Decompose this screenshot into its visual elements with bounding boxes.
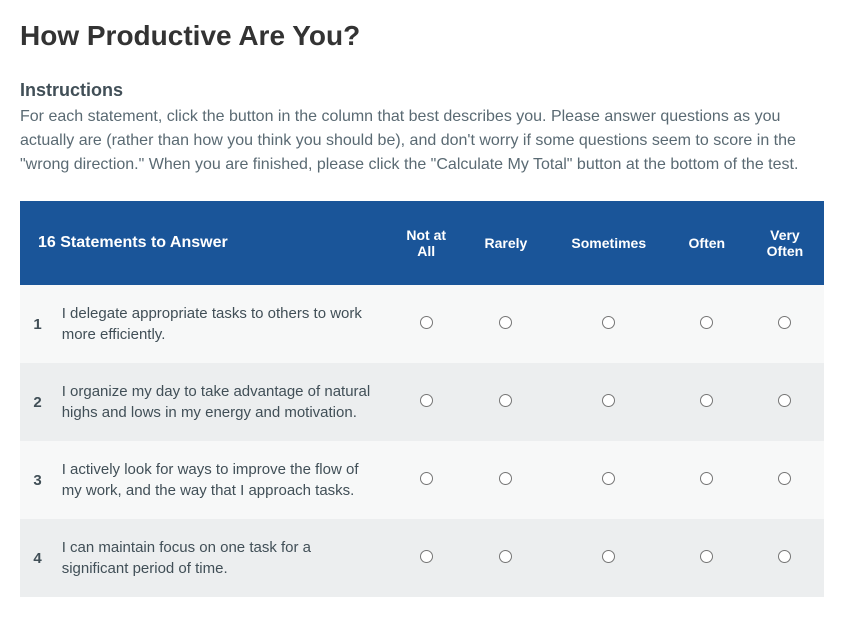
radio-q3-not-at-all[interactable]: [420, 472, 433, 485]
table-row: 1 I delegate appropriate tasks to others…: [20, 285, 824, 363]
radio-q1-rarely[interactable]: [499, 316, 512, 329]
option-header-often: Often: [668, 201, 746, 285]
row-number: 1: [20, 285, 52, 363]
radio-q3-sometimes[interactable]: [602, 472, 615, 485]
statements-header: 16 Statements to Answer: [20, 201, 390, 285]
radio-q4-very-often[interactable]: [778, 550, 791, 563]
row-number: 4: [20, 519, 52, 597]
radio-q4-sometimes[interactable]: [602, 550, 615, 563]
radio-q2-very-often[interactable]: [778, 394, 791, 407]
radio-q3-rarely[interactable]: [499, 472, 512, 485]
quiz-header-row: 16 Statements to Answer Not at All Rarel…: [20, 201, 824, 285]
radio-q4-often[interactable]: [700, 550, 713, 563]
statement-text: I actively look for ways to improve the …: [52, 441, 391, 519]
radio-q1-very-often[interactable]: [778, 316, 791, 329]
option-header-sometimes: Sometimes: [550, 201, 668, 285]
radio-q4-not-at-all[interactable]: [420, 550, 433, 563]
table-row: 2 I organize my day to take advantage of…: [20, 363, 824, 441]
table-row: 3 I actively look for ways to improve th…: [20, 441, 824, 519]
statement-text: I can maintain focus on one task for a s…: [52, 519, 391, 597]
option-header-not-at-all: Not at All: [390, 201, 462, 285]
table-row: 4 I can maintain focus on one task for a…: [20, 519, 824, 597]
radio-q2-rarely[interactable]: [499, 394, 512, 407]
page-title: How Productive Are You?: [20, 20, 824, 52]
radio-q2-often[interactable]: [700, 394, 713, 407]
statement-text: I organize my day to take advantage of n…: [52, 363, 391, 441]
quiz-table: 16 Statements to Answer Not at All Rarel…: [20, 201, 824, 597]
radio-q3-often[interactable]: [700, 472, 713, 485]
radio-q2-not-at-all[interactable]: [420, 394, 433, 407]
row-number: 2: [20, 363, 52, 441]
row-number: 3: [20, 441, 52, 519]
radio-q2-sometimes[interactable]: [602, 394, 615, 407]
statement-text: I delegate appropriate tasks to others t…: [52, 285, 391, 363]
option-header-very-often: Very Often: [746, 201, 824, 285]
radio-q1-sometimes[interactable]: [602, 316, 615, 329]
instructions-body: For each statement, click the button in …: [20, 105, 824, 177]
instructions-heading: Instructions: [20, 80, 824, 101]
radio-q1-not-at-all[interactable]: [420, 316, 433, 329]
radio-q1-often[interactable]: [700, 316, 713, 329]
radio-q4-rarely[interactable]: [499, 550, 512, 563]
option-header-rarely: Rarely: [462, 201, 550, 285]
radio-q3-very-often[interactable]: [778, 472, 791, 485]
